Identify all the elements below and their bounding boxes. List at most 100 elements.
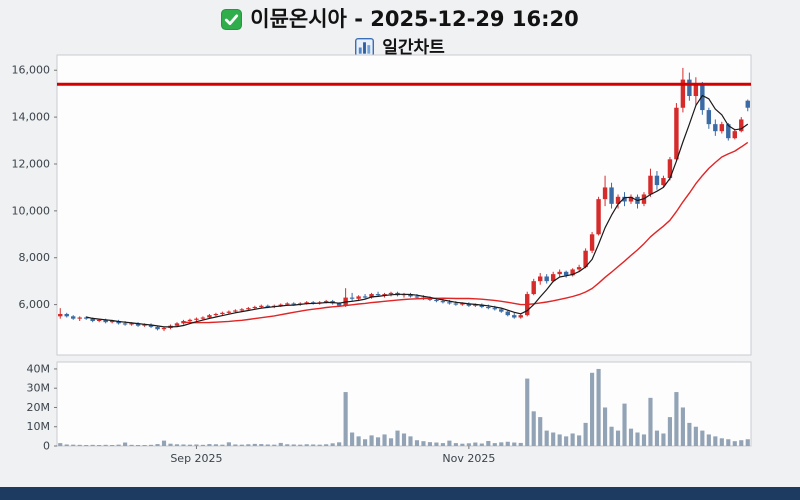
volume-bar xyxy=(298,444,303,446)
candle-body xyxy=(356,296,361,299)
volume-axis-labels: 40M 30M 20M 10M 0 xyxy=(27,362,57,453)
x-tick-label: Sep 2025 xyxy=(170,452,222,465)
volume-bar xyxy=(181,444,186,446)
candle-body xyxy=(550,274,556,282)
candle-body xyxy=(713,124,718,132)
volume-bar xyxy=(654,430,660,446)
candle-body xyxy=(233,310,238,312)
volume-bar xyxy=(142,445,147,446)
volume-bar xyxy=(343,392,348,446)
volume-bar xyxy=(466,443,471,446)
candle-body xyxy=(440,301,446,303)
candle-body xyxy=(239,309,245,311)
candle-body xyxy=(602,187,608,200)
volume-bar xyxy=(64,444,69,446)
volume-bars-layer xyxy=(58,368,750,446)
candle-body xyxy=(654,175,660,186)
volume-bar xyxy=(525,378,530,446)
volume-bar xyxy=(479,443,484,446)
candle-body xyxy=(726,124,731,139)
candle-body xyxy=(544,276,549,282)
candle-body xyxy=(252,306,258,309)
volume-bar xyxy=(667,417,672,446)
candle-body xyxy=(648,175,653,195)
volume-tick-label: 0 xyxy=(43,440,50,453)
x-tick-label: Nov 2025 xyxy=(442,452,495,465)
volume-bar xyxy=(187,444,193,446)
volume-bar xyxy=(609,426,614,446)
volume-bar xyxy=(492,443,497,446)
candle-body xyxy=(609,187,614,204)
volume-bar xyxy=(408,436,413,446)
volume-tick-label: 30M xyxy=(27,382,51,395)
volume-bar xyxy=(324,444,329,446)
checked-checkbox-icon xyxy=(221,9,243,30)
volume-bar xyxy=(220,444,225,446)
volume-bar xyxy=(434,442,439,446)
candle-body xyxy=(148,324,154,327)
price-tick-label: 6,000 xyxy=(19,298,51,311)
candle-body xyxy=(278,304,283,306)
volume-bar xyxy=(505,441,510,446)
candle-body xyxy=(323,301,329,303)
page-title: 이뮨온시아 - 2025-12-29 16:20 xyxy=(0,3,800,33)
volume-bar xyxy=(512,442,517,446)
candle-body xyxy=(142,324,147,326)
volume-bar xyxy=(369,435,374,446)
volume-bar xyxy=(239,444,244,446)
volume-bar xyxy=(427,442,433,446)
volume-bar xyxy=(641,434,647,446)
volume-bar xyxy=(194,444,199,446)
volume-bar xyxy=(350,432,355,446)
volume-bar xyxy=(635,432,640,446)
volume-bar xyxy=(661,433,666,446)
candle-body xyxy=(460,303,465,305)
volume-bar xyxy=(499,442,504,446)
candle-body xyxy=(246,308,251,310)
candle-body xyxy=(628,196,634,202)
volume-bar xyxy=(538,417,543,446)
volume-bar xyxy=(129,444,134,446)
candle-body xyxy=(732,131,737,139)
volume-bar xyxy=(739,440,744,446)
candle-body xyxy=(109,321,115,323)
volume-bar xyxy=(200,444,206,446)
candle-body xyxy=(680,79,686,108)
candle-body xyxy=(382,294,387,296)
volume-bar xyxy=(544,430,549,446)
volume-bar xyxy=(680,407,685,446)
volume-bar xyxy=(363,439,368,446)
candle-body xyxy=(557,271,562,275)
candle-body xyxy=(576,267,582,270)
volume-bar xyxy=(110,445,115,446)
volume-bar xyxy=(745,439,750,446)
volume-bar xyxy=(246,444,251,446)
candle-body xyxy=(375,294,381,296)
candle-body xyxy=(129,323,134,325)
volume-bar xyxy=(272,444,277,446)
candle-body xyxy=(207,315,212,318)
price-plot-bg xyxy=(56,54,752,356)
volume-bar xyxy=(103,444,108,446)
candle-body xyxy=(687,79,692,97)
volume-bar xyxy=(726,439,731,446)
candle-body xyxy=(64,313,69,317)
volume-bar xyxy=(732,441,737,446)
price-tick-label: 14,000 xyxy=(12,111,51,124)
volume-bar xyxy=(136,445,141,446)
volume-bar xyxy=(77,444,82,446)
volume-bar xyxy=(116,444,121,446)
candle-body xyxy=(181,321,186,324)
candle-body xyxy=(77,317,82,319)
volume-bar xyxy=(168,443,173,446)
volume-bar xyxy=(570,433,575,446)
candle-body xyxy=(414,296,420,298)
volume-bar xyxy=(453,443,458,446)
price-tick-label: 10,000 xyxy=(12,204,51,217)
x-axis-labels: Sep 2025 Nov 2025 xyxy=(170,446,495,465)
volume-bar xyxy=(317,444,322,446)
price-tick-label: 8,000 xyxy=(19,251,51,264)
candle-body xyxy=(693,84,699,97)
volume-bar xyxy=(421,441,426,446)
volume-bar xyxy=(58,443,63,446)
